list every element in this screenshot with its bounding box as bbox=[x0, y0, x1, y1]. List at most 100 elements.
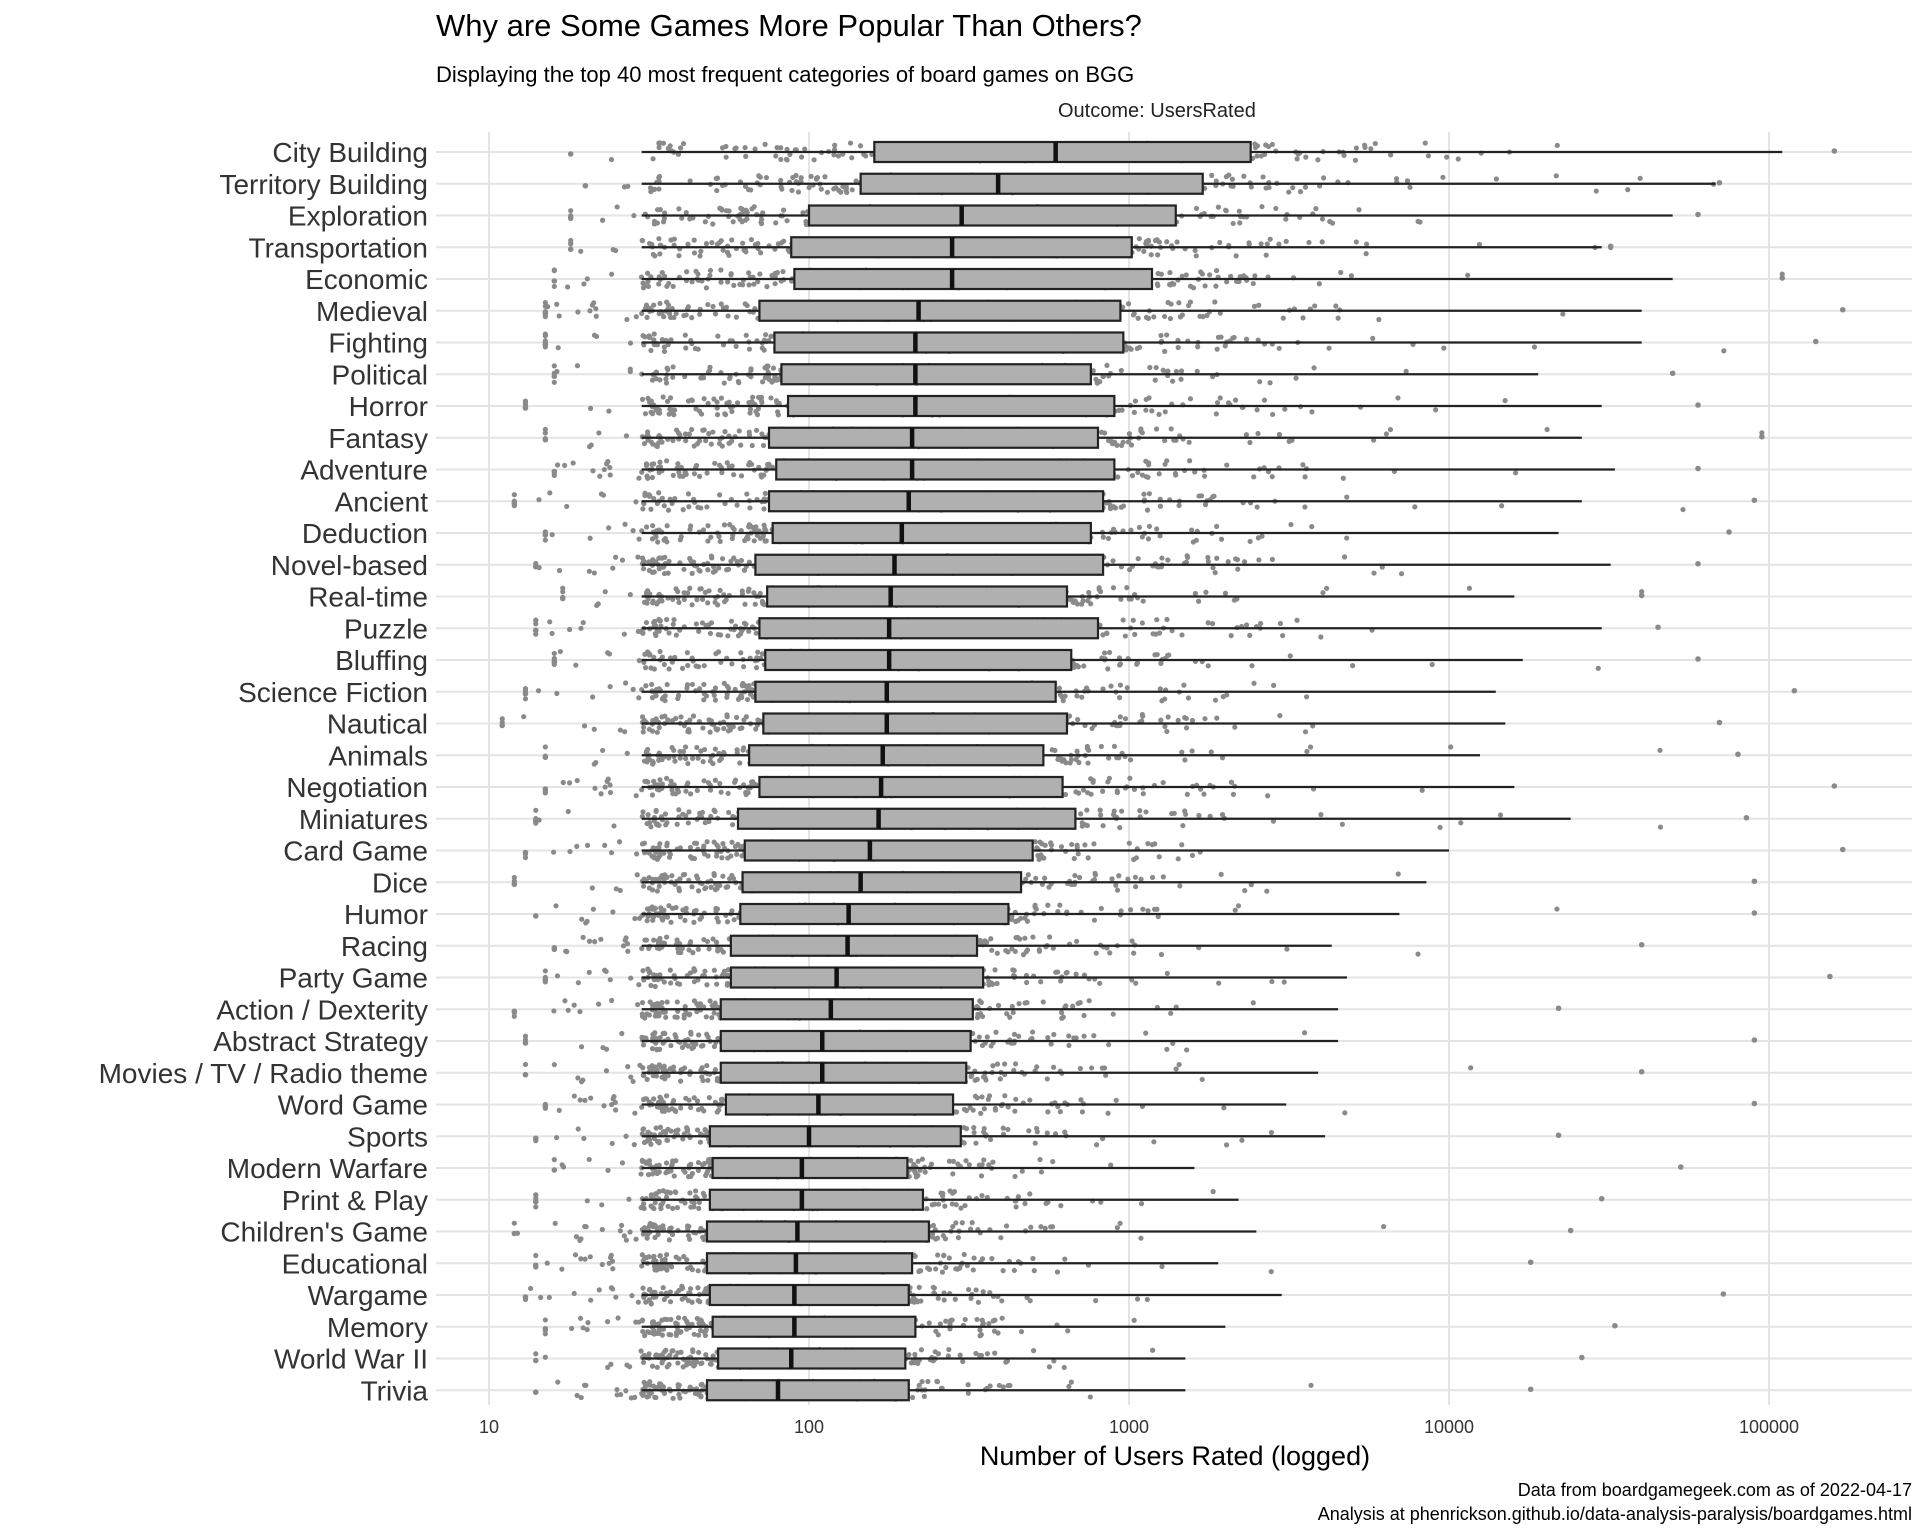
data-point bbox=[1303, 154, 1309, 160]
data-point bbox=[793, 172, 799, 179]
data-point bbox=[1098, 429, 1105, 435]
data-point bbox=[676, 469, 682, 476]
data-point bbox=[1139, 430, 1145, 436]
data-point bbox=[1186, 439, 1192, 445]
data-point bbox=[564, 503, 570, 510]
data-point bbox=[707, 267, 714, 274]
data-point bbox=[1371, 570, 1377, 576]
data-point bbox=[613, 247, 619, 254]
data-point bbox=[742, 144, 748, 151]
data-point bbox=[682, 332, 688, 338]
min-point bbox=[542, 309, 549, 316]
min-point bbox=[532, 627, 539, 634]
data-point bbox=[666, 411, 672, 417]
data-point bbox=[1250, 280, 1256, 287]
data-point bbox=[613, 554, 619, 560]
data-point bbox=[1348, 273, 1355, 279]
data-point bbox=[656, 311, 662, 317]
data-point bbox=[758, 216, 765, 223]
data-point bbox=[662, 273, 668, 280]
data-point bbox=[566, 626, 573, 633]
data-point bbox=[1388, 152, 1394, 158]
data-point bbox=[730, 524, 736, 531]
data-point bbox=[1154, 526, 1160, 532]
data-point bbox=[645, 429, 651, 435]
data-point bbox=[709, 239, 715, 246]
data-point bbox=[1154, 281, 1160, 287]
data-point bbox=[1224, 692, 1230, 698]
data-point bbox=[1104, 362, 1110, 369]
data-point bbox=[701, 663, 707, 669]
data-point bbox=[1202, 283, 1208, 289]
data-point bbox=[1363, 251, 1369, 257]
data-point bbox=[1123, 343, 1129, 350]
data-point bbox=[646, 493, 653, 499]
data-point bbox=[522, 696, 529, 702]
data-point bbox=[1493, 176, 1500, 182]
data-point bbox=[1124, 585, 1130, 591]
data-point bbox=[1074, 693, 1080, 699]
data-point bbox=[704, 504, 710, 510]
data-point bbox=[1249, 663, 1255, 669]
data-point bbox=[1303, 694, 1310, 700]
data-point bbox=[1531, 344, 1538, 350]
data-point bbox=[1779, 271, 1785, 277]
data-point bbox=[1502, 398, 1508, 404]
data-point bbox=[724, 683, 730, 689]
data-point bbox=[724, 249, 731, 255]
data-point bbox=[759, 651, 766, 657]
data-point bbox=[642, 490, 648, 496]
data-point bbox=[750, 394, 756, 400]
data-point bbox=[645, 475, 651, 481]
data-point bbox=[551, 379, 557, 385]
data-point bbox=[1251, 680, 1257, 686]
data-point bbox=[1214, 346, 1220, 352]
data-point bbox=[1186, 458, 1193, 464]
data-point bbox=[1639, 588, 1645, 595]
data-point bbox=[747, 460, 753, 466]
data-point bbox=[1158, 660, 1164, 666]
data-point bbox=[1079, 601, 1085, 607]
data-point bbox=[1223, 174, 1230, 180]
data-point bbox=[749, 442, 755, 449]
data-point bbox=[1186, 302, 1192, 309]
data-point bbox=[725, 633, 731, 639]
data-point bbox=[715, 333, 721, 339]
data-point bbox=[740, 282, 746, 288]
data-point bbox=[1499, 503, 1505, 509]
data-point bbox=[703, 438, 709, 444]
data-point bbox=[1258, 241, 1264, 247]
data-point bbox=[693, 462, 700, 469]
data-point bbox=[682, 431, 689, 437]
data-point bbox=[573, 662, 579, 668]
data-point bbox=[1212, 570, 1218, 576]
data-point bbox=[650, 251, 656, 258]
data-point bbox=[1254, 407, 1260, 413]
max-point bbox=[1812, 338, 1819, 345]
data-point bbox=[564, 284, 571, 290]
data-point bbox=[824, 189, 831, 195]
data-point bbox=[542, 426, 548, 433]
data-point bbox=[1759, 430, 1765, 436]
data-point bbox=[656, 186, 662, 192]
data-point bbox=[644, 600, 650, 606]
data-point bbox=[746, 429, 752, 435]
data-point bbox=[666, 558, 672, 564]
data-point bbox=[1247, 439, 1253, 446]
data-point bbox=[703, 241, 710, 247]
data-point bbox=[1154, 237, 1160, 243]
data-point bbox=[712, 311, 719, 317]
data-point bbox=[775, 241, 782, 247]
data-point bbox=[1403, 368, 1409, 374]
data-point bbox=[599, 217, 606, 223]
data-point bbox=[661, 344, 667, 350]
data-point bbox=[1277, 620, 1284, 627]
data-point bbox=[649, 377, 656, 383]
data-point bbox=[1116, 407, 1122, 413]
data-point bbox=[1162, 723, 1168, 730]
data-point bbox=[648, 188, 654, 195]
data-point bbox=[1244, 336, 1250, 342]
data-point bbox=[847, 140, 854, 146]
data-point bbox=[1088, 601, 1094, 607]
data-point bbox=[706, 717, 712, 723]
